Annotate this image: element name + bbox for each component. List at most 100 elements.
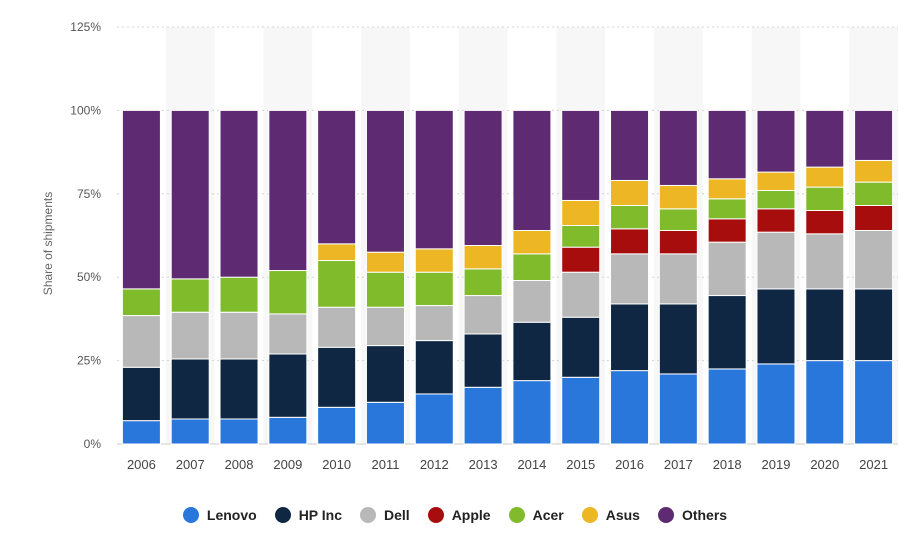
- bar-segment-hp-inc[interactable]: [512, 321, 552, 382]
- bar-segment-acer[interactable]: [707, 198, 747, 220]
- bar-segment-acer[interactable]: [610, 204, 650, 230]
- bar-segment-acer[interactable]: [219, 276, 259, 313]
- bar-segment-lenovo[interactable]: [268, 416, 308, 445]
- bar-segment-hp-inc[interactable]: [756, 288, 796, 365]
- bar-segment-hp-inc[interactable]: [561, 316, 601, 378]
- bar-segment-apple[interactable]: [707, 218, 747, 243]
- bar-segment-acer[interactable]: [414, 271, 454, 307]
- bar-segment-lenovo[interactable]: [170, 418, 210, 445]
- bar-segment-asus[interactable]: [512, 229, 552, 255]
- bar-segment-hp-inc[interactable]: [414, 340, 454, 395]
- bar-segment-hp-inc[interactable]: [365, 345, 405, 403]
- bar-segment-dell[interactable]: [561, 271, 601, 318]
- bar-segment-asus[interactable]: [610, 179, 650, 206]
- bar-segment-acer[interactable]: [170, 278, 210, 313]
- bar-segment-others[interactable]: [707, 109, 747, 180]
- bar-segment-others[interactable]: [854, 109, 894, 161]
- bar-segment-others[interactable]: [610, 109, 650, 181]
- bar-segment-acer[interactable]: [317, 260, 357, 308]
- bar-segment-others[interactable]: [658, 109, 698, 186]
- bar-segment-hp-inc[interactable]: [658, 303, 698, 375]
- bar-segment-asus[interactable]: [805, 166, 845, 188]
- bar-segment-hp-inc[interactable]: [854, 288, 894, 362]
- bar-segment-hp-inc[interactable]: [268, 353, 308, 418]
- bar-segment-asus[interactable]: [756, 171, 796, 191]
- bar-segment-hp-inc[interactable]: [121, 366, 161, 422]
- legend-item-apple[interactable]: Apple: [427, 507, 491, 523]
- bar-segment-others[interactable]: [414, 109, 454, 250]
- bar-segment-dell[interactable]: [317, 306, 357, 348]
- bar-segment-others[interactable]: [512, 109, 552, 231]
- legend-item-others[interactable]: Others: [657, 507, 727, 523]
- bar-segment-apple[interactable]: [854, 204, 894, 231]
- bar-segment-lenovo[interactable]: [756, 363, 796, 445]
- bar-segment-lenovo[interactable]: [121, 420, 161, 445]
- bar-segment-dell[interactable]: [805, 233, 845, 290]
- legend-item-lenovo[interactable]: Lenovo: [182, 507, 257, 523]
- bar-segment-lenovo[interactable]: [707, 368, 747, 445]
- bar-segment-acer[interactable]: [121, 288, 161, 317]
- bar-segment-others[interactable]: [463, 109, 503, 247]
- bar-segment-lenovo[interactable]: [365, 401, 405, 445]
- bar-segment-acer[interactable]: [463, 268, 503, 297]
- bar-segment-apple[interactable]: [658, 229, 698, 255]
- bar-segment-dell[interactable]: [219, 311, 259, 360]
- bar-segment-dell[interactable]: [365, 306, 405, 347]
- bar-segment-asus[interactable]: [854, 159, 894, 183]
- bar-segment-asus[interactable]: [561, 199, 601, 226]
- bar-segment-dell[interactable]: [854, 229, 894, 290]
- bar-segment-lenovo[interactable]: [610, 370, 650, 445]
- bar-segment-lenovo[interactable]: [317, 406, 357, 445]
- legend-item-dell[interactable]: Dell: [360, 507, 410, 523]
- bar-segment-others[interactable]: [170, 109, 210, 280]
- bar-segment-lenovo[interactable]: [414, 393, 454, 445]
- bar-segment-acer[interactable]: [512, 253, 552, 282]
- bar-segment-acer[interactable]: [756, 189, 796, 210]
- legend-item-asus[interactable]: Asus: [581, 507, 640, 523]
- legend-item-acer[interactable]: Acer: [508, 507, 564, 523]
- bar-segment-apple[interactable]: [756, 208, 796, 233]
- bar-segment-lenovo[interactable]: [805, 360, 845, 445]
- bar-segment-apple[interactable]: [561, 246, 601, 273]
- bar-segment-hp-inc[interactable]: [170, 358, 210, 420]
- bar-segment-lenovo[interactable]: [561, 376, 601, 445]
- bar-segment-dell[interactable]: [707, 241, 747, 297]
- bar-segment-hp-inc[interactable]: [610, 303, 650, 372]
- bar-segment-dell[interactable]: [658, 253, 698, 305]
- bar-segment-dell[interactable]: [610, 253, 650, 305]
- bar-segment-dell[interactable]: [268, 313, 308, 355]
- bar-segment-lenovo[interactable]: [658, 373, 698, 445]
- bar-segment-dell[interactable]: [121, 315, 161, 368]
- bar-segment-others[interactable]: [268, 109, 308, 272]
- bar-segment-lenovo[interactable]: [512, 380, 552, 445]
- bar-segment-asus[interactable]: [463, 245, 503, 270]
- bar-segment-asus[interactable]: [414, 248, 454, 273]
- bar-segment-asus[interactable]: [317, 243, 357, 262]
- legend-item-hp-inc[interactable]: HP Inc: [274, 507, 342, 523]
- bar-segment-others[interactable]: [756, 109, 796, 173]
- bar-segment-others[interactable]: [805, 109, 845, 168]
- bar-segment-dell[interactable]: [512, 280, 552, 323]
- bar-segment-hp-inc[interactable]: [463, 333, 503, 388]
- bar-segment-apple[interactable]: [610, 228, 650, 255]
- bar-segment-others[interactable]: [219, 109, 259, 278]
- bar-segment-lenovo[interactable]: [463, 386, 503, 445]
- bar-segment-dell[interactable]: [414, 305, 454, 342]
- bar-segment-hp-inc[interactable]: [805, 288, 845, 362]
- bar-segment-asus[interactable]: [707, 178, 747, 200]
- bar-segment-others[interactable]: [121, 109, 161, 290]
- bar-segment-asus[interactable]: [658, 184, 698, 210]
- bar-segment-dell[interactable]: [170, 311, 210, 360]
- bar-segment-acer[interactable]: [658, 208, 698, 231]
- bar-segment-hp-inc[interactable]: [707, 295, 747, 370]
- bar-segment-lenovo[interactable]: [219, 418, 259, 445]
- bar-segment-asus[interactable]: [365, 251, 405, 273]
- bar-segment-acer[interactable]: [805, 186, 845, 211]
- bar-segment-hp-inc[interactable]: [219, 358, 259, 420]
- bar-segment-acer[interactable]: [561, 224, 601, 248]
- bar-segment-others[interactable]: [317, 109, 357, 245]
- bar-segment-dell[interactable]: [463, 295, 503, 335]
- bar-segment-acer[interactable]: [854, 181, 894, 206]
- bar-segment-acer[interactable]: [365, 271, 405, 308]
- bar-segment-apple[interactable]: [805, 209, 845, 235]
